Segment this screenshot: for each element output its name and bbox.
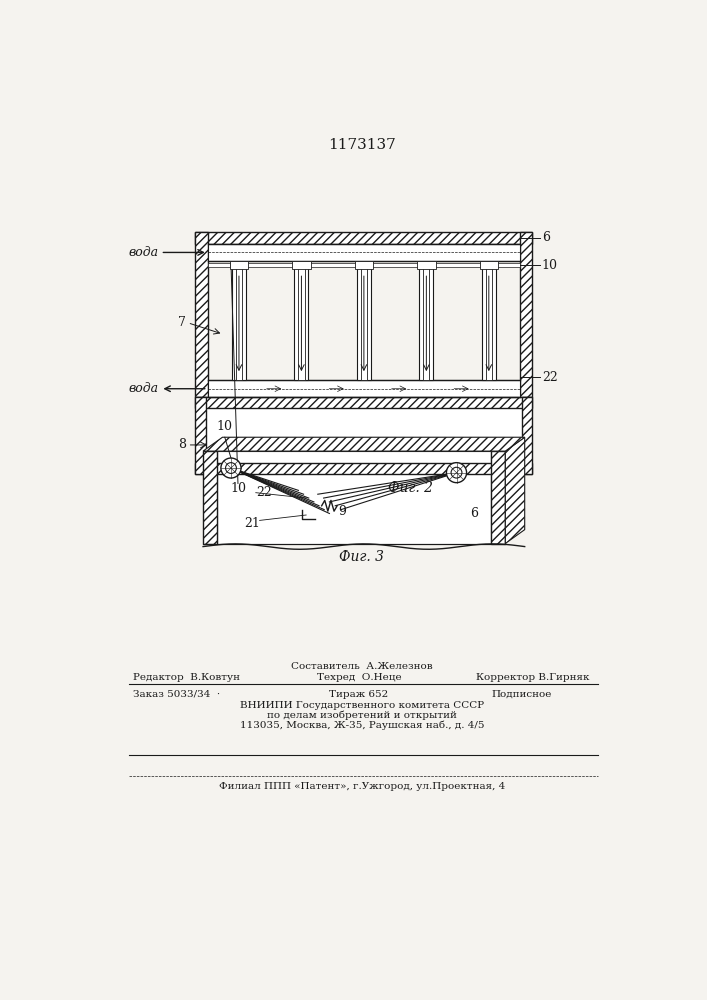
Text: 7: 7 [178,316,186,329]
Text: Корректор В.Гирняк: Корректор В.Гирняк [476,673,590,682]
Bar [203,451,217,544]
Text: Подписное: Подписное [491,690,551,699]
Text: 8: 8 [178,438,186,451]
Text: Филиал ППП «Патент», г.Ужгород, ул.Проектная, 4: Филиал ППП «Патент», г.Ужгород, ул.Проек… [219,782,505,791]
Bar [195,397,532,408]
Bar [482,267,496,380]
Text: по делам изобретений и открытий: по делам изобретений и открытий [267,710,457,720]
Bar [230,261,248,269]
Bar [361,267,367,380]
Bar [232,267,246,380]
Text: вода: вода [128,382,158,395]
Text: 10: 10 [217,420,233,433]
Polygon shape [506,437,525,544]
Bar [522,397,532,474]
Text: 9: 9 [339,505,346,518]
Bar [486,267,492,380]
Bar [195,232,208,397]
Bar [357,267,371,380]
Text: Тираж 652: Тираж 652 [329,690,388,699]
Text: Фиг. 3: Фиг. 3 [339,550,385,564]
Circle shape [446,463,467,483]
Bar [294,267,308,380]
Bar [208,244,520,261]
Text: 6: 6 [470,507,479,520]
Text: 22: 22 [542,371,558,384]
Polygon shape [203,437,525,451]
Bar [217,451,491,544]
Text: 6: 6 [542,231,550,244]
Bar [417,261,436,269]
Text: 21: 21 [244,517,260,530]
Text: ВНИИПИ Государственного комитета СССР: ВНИИПИ Государственного комитета СССР [240,701,484,710]
Circle shape [221,458,241,478]
Bar [491,451,506,544]
Bar [419,267,433,380]
Bar [195,397,206,474]
Bar [355,261,373,269]
Text: Заказ 5033/34  ·: Заказ 5033/34 · [132,690,220,699]
Bar [292,261,310,269]
Text: 10: 10 [542,259,558,272]
Bar [206,408,522,463]
Text: Редактор  В.Ковтун: Редактор В.Ковтун [132,673,240,682]
Text: Техред  О.Неце: Техред О.Неце [317,673,402,682]
Bar [520,232,532,397]
Text: Составитель  А.Железнов: Составитель А.Железнов [291,662,433,671]
Text: 10: 10 [230,482,246,495]
Bar [298,267,305,380]
Text: Фиг. 2: Фиг. 2 [388,481,433,495]
Bar [195,232,532,244]
Bar [208,380,520,397]
Text: 113035, Москва, Ж-35, Раушская наб., д. 4/5: 113035, Москва, Ж-35, Раушская наб., д. … [240,720,484,730]
Text: вода: вода [128,246,158,259]
Bar [479,261,498,269]
Bar [208,263,520,267]
Text: 22: 22 [256,486,271,499]
Circle shape [451,467,462,478]
Bar [423,267,429,380]
Circle shape [226,463,236,473]
Text: 1173137: 1173137 [328,138,396,152]
Bar [236,267,242,380]
Bar [195,463,532,474]
